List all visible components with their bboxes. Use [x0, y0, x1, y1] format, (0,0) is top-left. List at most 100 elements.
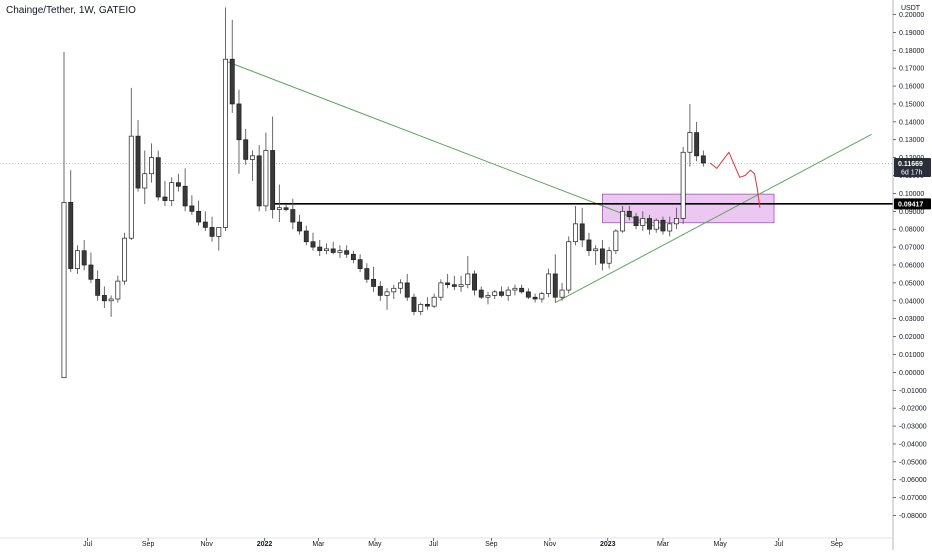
candle[interactable]: [202, 211, 208, 231]
ascending-trendline[interactable]: [555, 133, 872, 304]
candle[interactable]: [465, 256, 471, 289]
candle[interactable]: [229, 19, 235, 113]
candle[interactable]: [189, 195, 195, 215]
candle[interactable]: [384, 288, 390, 310]
candle[interactable]: [492, 290, 498, 299]
candle[interactable]: [95, 270, 101, 301]
candle[interactable]: [451, 275, 457, 291]
candle[interactable]: [667, 216, 673, 237]
candle[interactable]: [303, 225, 309, 246]
candle[interactable]: [404, 273, 410, 301]
candle[interactable]: [438, 279, 444, 301]
candle[interactable]: [586, 232, 592, 257]
candle[interactable]: [478, 286, 484, 299]
candle[interactable]: [75, 245, 80, 274]
candle[interactable]: [546, 268, 552, 298]
candle[interactable]: [411, 293, 417, 316]
candle[interactable]: [653, 218, 659, 233]
candle[interactable]: [324, 243, 329, 255]
descending-trendline[interactable]: [225, 60, 664, 230]
candle[interactable]: [149, 143, 154, 183]
candle[interactable]: [290, 198, 296, 230]
time-axis[interactable]: Jul Sep Nov 2022 Mar May Jul Sep Nov 2023 Mar May Ju…: [0, 537, 893, 548]
candle[interactable]: [142, 150, 148, 205]
candle[interactable]: [613, 229, 619, 255]
candle[interactable]: [660, 216, 666, 235]
candle[interactable]: [317, 239, 323, 257]
candle[interactable]: [135, 120, 141, 192]
candle[interactable]: [182, 168, 188, 212]
candle[interactable]: [418, 302, 424, 316]
candle[interactable]: [485, 291, 491, 305]
candle[interactable]: [122, 232, 128, 285]
candle[interactable]: [573, 205, 578, 246]
candle[interactable]: [209, 216, 215, 242]
candle[interactable]: [243, 129, 249, 165]
candle[interactable]: [297, 214, 303, 235]
candle[interactable]: [519, 284, 525, 294]
candle[interactable]: [276, 184, 282, 223]
candle[interactable]: [128, 87, 134, 240]
candle[interactable]: [472, 270, 477, 296]
candle[interactable]: [640, 211, 646, 231]
candle[interactable]: [620, 205, 626, 233]
candle[interactable]: [364, 263, 370, 283]
candle[interactable]: [108, 295, 114, 317]
candle[interactable]: [626, 205, 632, 221]
candle[interactable]: [270, 116, 276, 219]
candle[interactable]: [593, 245, 599, 265]
candle[interactable]: [673, 207, 679, 230]
candle[interactable]: [599, 239, 605, 271]
candle[interactable]: [283, 204, 289, 212]
candle[interactable]: [687, 103, 693, 167]
candle[interactable]: [162, 180, 168, 206]
candle[interactable]: [88, 252, 94, 283]
candle[interactable]: [223, 7, 228, 231]
candle[interactable]: [371, 266, 377, 292]
candle[interactable]: [256, 145, 262, 212]
candle[interactable]: [236, 89, 242, 174]
candle[interactable]: [330, 241, 336, 255]
candle[interactable]: [216, 227, 222, 251]
candle[interactable]: [445, 273, 451, 289]
candle[interactable]: [175, 173, 181, 192]
candle[interactable]: [81, 239, 87, 271]
candle[interactable]: [680, 146, 686, 224]
candle[interactable]: [694, 121, 700, 162]
candle[interactable]: [263, 132, 269, 212]
candle[interactable]: [559, 282, 565, 301]
candle[interactable]: [61, 52, 67, 379]
candle[interactable]: [391, 284, 397, 299]
candle[interactable]: [101, 286, 107, 308]
candle[interactable]: [458, 275, 464, 292]
candle[interactable]: [249, 150, 255, 181]
candle[interactable]: [700, 150, 706, 167]
candle[interactable]: [377, 281, 383, 301]
candle[interactable]: [344, 245, 350, 258]
candle[interactable]: [115, 275, 121, 303]
projection-path[interactable]: [709, 151, 761, 208]
candle[interactable]: [525, 288, 531, 299]
candle[interactable]: [350, 250, 356, 264]
candle[interactable]: [539, 291, 545, 303]
candle[interactable]: [68, 170, 74, 273]
candle[interactable]: [431, 293, 437, 308]
candle[interactable]: [155, 150, 161, 201]
candle[interactable]: [337, 245, 343, 258]
candle[interactable]: [424, 297, 430, 310]
candle[interactable]: [606, 247, 612, 269]
candle[interactable]: [196, 200, 202, 226]
candle[interactable]: [505, 286, 511, 301]
candle[interactable]: [310, 232, 316, 251]
resistance-zone[interactable]: [602, 193, 775, 224]
candle[interactable]: [633, 213, 639, 230]
candle[interactable]: [357, 254, 363, 273]
candle[interactable]: [398, 279, 403, 294]
candle[interactable]: [579, 207, 585, 248]
candle[interactable]: [566, 236, 572, 294]
candle[interactable]: [647, 214, 652, 235]
candle[interactable]: [532, 293, 538, 303]
candle[interactable]: [499, 286, 504, 298]
